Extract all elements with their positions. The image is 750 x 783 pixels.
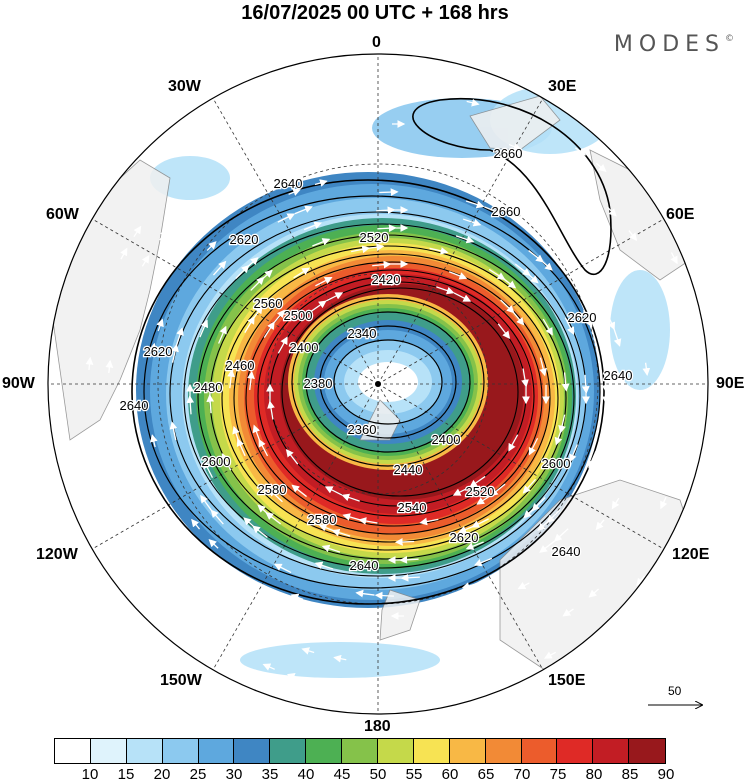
colorbar-tick: 85	[622, 766, 639, 783]
colorbar-swatch	[234, 739, 270, 763]
wind-arrow	[396, 542, 414, 543]
wind-arrow	[379, 192, 397, 193]
colorbar-tick: 50	[370, 766, 387, 783]
colorbar-tick: 90	[658, 766, 675, 783]
lon-label-120w: 120W	[36, 546, 78, 564]
contour-label: 2580	[308, 512, 337, 527]
lon-label-90w: 90W	[2, 375, 35, 393]
lon-label-120e: 120E	[672, 546, 709, 564]
contour-label: 2620	[144, 344, 173, 359]
colorbar-swatch	[306, 739, 342, 763]
colorbar-tick: 55	[406, 766, 423, 783]
contour-label: 2380	[304, 376, 333, 391]
colorbar-tick: 25	[190, 766, 207, 783]
colorbar-tick: 75	[550, 766, 567, 783]
contour-label: 2520	[360, 230, 389, 245]
contour-label: 2640	[350, 558, 379, 573]
colorbar-swatch	[557, 739, 593, 763]
colorbar-tick: 65	[478, 766, 495, 783]
contour-label: 2620	[568, 310, 597, 325]
contour-label: 2660	[494, 146, 523, 161]
reference-vector: 50	[648, 684, 704, 714]
colorbar-tick: 10	[82, 766, 99, 783]
contour-label: 2400	[432, 432, 461, 447]
contour-label: 2400	[290, 340, 319, 355]
contour-label: 2620	[450, 530, 479, 545]
colorbar-tick: 30	[226, 766, 243, 783]
lon-label-150e: 150E	[548, 672, 585, 690]
contour-label: 2640	[552, 544, 581, 559]
lon-label-60w: 60W	[46, 206, 79, 224]
south-pole-dot	[375, 381, 381, 387]
contour-label: 2460	[226, 358, 255, 373]
lon-label-60e: 60E	[666, 206, 694, 224]
contour-label: 2340	[348, 326, 377, 341]
lon-label-180: 180	[364, 718, 391, 736]
colorbar-swatch	[486, 739, 522, 763]
colorbar-swatch	[163, 739, 199, 763]
lon-label-30e: 30E	[548, 78, 576, 96]
colorbar-swatch	[414, 739, 450, 763]
colorbar-swatch	[522, 739, 558, 763]
inner-band-9	[358, 362, 418, 402]
colorbar	[54, 738, 666, 764]
colorbar-swatch	[378, 739, 414, 763]
colorbar-tick: 70	[514, 766, 531, 783]
contour-label: 2520	[466, 484, 495, 499]
colorbar-swatch	[91, 739, 127, 763]
wind-arrow	[376, 595, 394, 596]
contour-label: 2480	[194, 380, 223, 395]
contour-label: 2640	[120, 398, 149, 413]
colorbar-swatch	[342, 739, 378, 763]
colorbar-swatch	[199, 739, 235, 763]
colorbar-tick: 40	[298, 766, 315, 783]
contour-label: 2540	[398, 500, 427, 515]
contour-label: 2440	[394, 462, 423, 477]
contour-label: 2500	[284, 308, 313, 323]
colorbar-swatch	[593, 739, 629, 763]
contour-label: 2600	[542, 456, 571, 471]
colorbar-tick: 20	[154, 766, 171, 783]
contour-label: 2640	[604, 368, 633, 383]
colorbar-tick: 80	[586, 766, 603, 783]
colorbar-tick: 60	[442, 766, 459, 783]
contour-label: 2360	[348, 422, 377, 437]
contour-label: 2420	[372, 272, 401, 287]
colorbar-swatch	[127, 739, 163, 763]
colorbar-tick: 45	[334, 766, 351, 783]
contour-label: 2560	[254, 296, 283, 311]
lon-label-0: 0	[372, 34, 381, 52]
lon-label-90e: 90E	[716, 375, 744, 393]
reference-arrow-icon	[648, 684, 704, 714]
colorbar-tick: 35	[262, 766, 279, 783]
colorbar-tick: 15	[118, 766, 135, 783]
contour-label: 2640	[274, 176, 303, 191]
patch-2	[240, 642, 440, 678]
contour-label: 2580	[258, 482, 287, 497]
colorbar-swatch	[450, 739, 486, 763]
colorbar-swatch	[270, 739, 306, 763]
contour-label: 2620	[230, 232, 259, 247]
colorbar-swatch	[55, 739, 91, 763]
lon-label-150w: 150W	[160, 672, 202, 690]
colorbar-swatch	[629, 739, 665, 763]
contour-label: 2660	[492, 204, 521, 219]
contour-label: 2600	[202, 454, 231, 469]
lon-label-30w: 30W	[168, 78, 201, 96]
